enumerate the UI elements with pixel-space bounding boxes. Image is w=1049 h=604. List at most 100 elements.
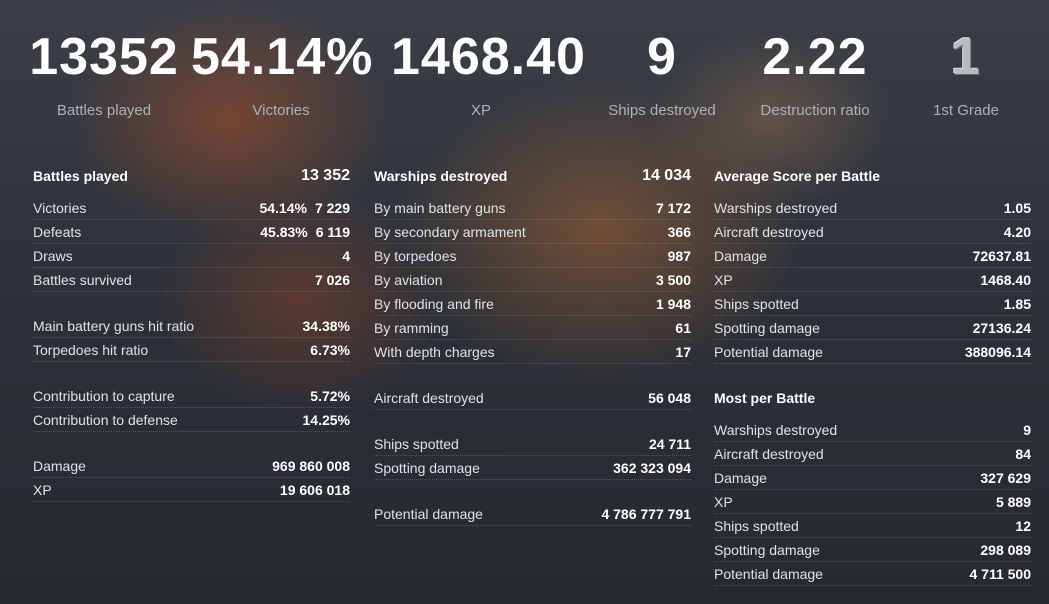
stat-value: 1 bbox=[951, 28, 981, 86]
row-label: XP bbox=[714, 493, 733, 510]
row-label: Contribution to defense bbox=[33, 411, 178, 428]
row-label: Aircraft destroyed bbox=[714, 445, 824, 462]
row-label: Spotting damage bbox=[714, 541, 820, 558]
row-values: 54.14% 7 229 bbox=[259, 200, 350, 216]
row-value: 3 500 bbox=[655, 271, 691, 288]
section-header: Warships destroyed 14 034 bbox=[374, 164, 691, 188]
row-label: By main battery guns bbox=[374, 199, 506, 216]
stat-value: 13352 bbox=[29, 28, 179, 86]
row-values: 12 bbox=[1015, 518, 1031, 534]
row-values: 5 889 bbox=[996, 494, 1031, 510]
row-value: 388096.14 bbox=[964, 343, 1031, 360]
row-value: 362 323 094 bbox=[613, 459, 691, 476]
row-label: Aircraft destroyed bbox=[374, 389, 484, 406]
row-value: 4 786 777 791 bbox=[601, 505, 691, 522]
spacer bbox=[374, 410, 691, 432]
row-value: 9 bbox=[1023, 421, 1031, 438]
row-label: Battles survived bbox=[33, 271, 132, 288]
row-label: Warships destroyed bbox=[714, 199, 838, 216]
row-value: 34.38% bbox=[302, 317, 350, 334]
row-value: 14.25% bbox=[302, 411, 350, 428]
spacer bbox=[374, 480, 691, 502]
stat-row: Battles survived 7 026 bbox=[33, 268, 350, 292]
row-values: 987 bbox=[668, 248, 691, 264]
stat-row: XP 19 606 018 bbox=[33, 478, 350, 502]
stat-row: By ramming 61 bbox=[374, 316, 691, 340]
stat-value: 9 bbox=[647, 28, 677, 86]
row-label: Torpedoes hit ratio bbox=[33, 341, 149, 358]
row-label: Potential damage bbox=[374, 505, 483, 522]
stat-row: Spotting damage 298 089 bbox=[714, 538, 1031, 562]
row-label: Ships spotted bbox=[714, 517, 799, 534]
stat-row: Ships spotted 12 bbox=[714, 514, 1031, 538]
row-values: 34.38% bbox=[303, 318, 350, 334]
row-values: 4 711 500 bbox=[969, 566, 1031, 582]
top-stat: 13352 Battles played bbox=[14, 22, 194, 119]
row-label: By torpedoes bbox=[374, 247, 457, 264]
row-value: 969 860 008 bbox=[272, 457, 350, 474]
row-label: Defeats bbox=[33, 223, 82, 240]
row-value: 24 711 bbox=[648, 435, 691, 452]
stat-row: XP 5 889 bbox=[714, 490, 1031, 514]
stat-row: Aircraft destroyed 4.20 bbox=[714, 220, 1031, 244]
row-values: 327 629 bbox=[980, 470, 1031, 486]
row-values: 6.73% bbox=[310, 342, 350, 358]
row-values: 84 bbox=[1015, 446, 1031, 462]
stat-label: XP bbox=[470, 102, 491, 119]
row-value: 84 bbox=[1015, 445, 1031, 462]
row-label: Potential damage bbox=[714, 565, 823, 582]
stat-row: Spotting damage 27136.24 bbox=[714, 316, 1031, 340]
top-stat: 1468.40 XP bbox=[391, 22, 586, 119]
row-label: Draws bbox=[33, 247, 73, 264]
row-value: 4.20 bbox=[1003, 223, 1031, 240]
row-label: XP bbox=[714, 271, 733, 288]
stat-row: Victories 54.14% 7 229 bbox=[33, 196, 350, 220]
stat-row: Damage 327 629 bbox=[714, 466, 1031, 490]
row-values: 56 048 bbox=[648, 390, 691, 406]
row-value: 987 bbox=[667, 247, 691, 264]
section-title: Warships destroyed bbox=[374, 168, 508, 184]
row-value: 7 172 bbox=[655, 199, 691, 216]
row-label: Main battery guns hit ratio bbox=[33, 317, 195, 334]
row-value: 327 629 bbox=[980, 469, 1031, 486]
top-stat: 9 Ships destroyed bbox=[572, 22, 752, 119]
section-title: Most per Battle bbox=[714, 390, 816, 406]
stat-row: Spotting damage 362 323 094 bbox=[374, 456, 691, 480]
stat-row: By main battery guns 7 172 bbox=[374, 196, 691, 220]
row-percent: 45.83% bbox=[260, 223, 308, 240]
row-value: 1.85 bbox=[1003, 295, 1031, 312]
row-label: Warships destroyed bbox=[714, 421, 838, 438]
stat-label: Victories bbox=[252, 102, 310, 119]
row-label: Damage bbox=[714, 469, 767, 486]
row-value: 19 606 018 bbox=[279, 481, 350, 498]
row-values: 14.25% bbox=[303, 412, 350, 428]
top-stat: 54.14% Victories bbox=[191, 22, 372, 119]
row-values: 4 786 777 791 bbox=[601, 506, 691, 522]
row-label: Spotting damage bbox=[714, 319, 820, 336]
row-value: 298 089 bbox=[980, 541, 1031, 558]
row-value: 12 bbox=[1015, 517, 1031, 534]
row-value: 7 026 bbox=[314, 271, 350, 288]
row-values: 1.05 bbox=[1004, 200, 1031, 216]
stat-label: Battles played bbox=[56, 102, 152, 119]
stat-row: Warships destroyed 1.05 bbox=[714, 196, 1031, 220]
row-label: By ramming bbox=[374, 319, 449, 336]
stat-row: By flooding and fire 1 948 bbox=[374, 292, 691, 316]
row-label: XP bbox=[33, 481, 52, 498]
row-value: 6 119 bbox=[315, 223, 350, 240]
stat-row: Damage 72637.81 bbox=[714, 244, 1031, 268]
stat-row: Defeats 45.83% 6 119 bbox=[33, 220, 350, 244]
row-values: 24 711 bbox=[649, 436, 691, 452]
stat-value: 1468.40 bbox=[391, 28, 586, 86]
row-label: Ships spotted bbox=[714, 295, 799, 312]
row-label: Ships spotted bbox=[374, 435, 459, 452]
stat-label: Destruction ratio bbox=[760, 102, 870, 119]
top-stat: 2.22 Destruction ratio bbox=[725, 22, 905, 119]
row-value: 56 048 bbox=[648, 389, 691, 406]
spacer bbox=[714, 364, 1031, 386]
row-values: 362 323 094 bbox=[613, 460, 691, 476]
row-values: 1468.40 bbox=[980, 272, 1031, 288]
row-values: 4.20 bbox=[1004, 224, 1031, 240]
row-values: 19 606 018 bbox=[280, 482, 350, 498]
